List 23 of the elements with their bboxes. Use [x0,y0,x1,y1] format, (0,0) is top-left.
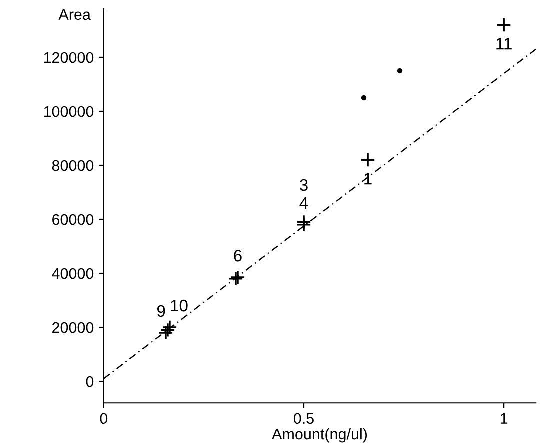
annotation: 4 [300,197,308,209]
y-tick-label: 120000 [44,52,94,64]
x-tick-label: 1 [500,413,508,424]
point [397,68,403,74]
point [361,95,367,101]
annotation: 3 [300,179,308,192]
x-tick-label: 0 [100,413,108,424]
x-axis-title: Amount(ng/ul) [272,428,368,443]
y-tick-label: 80000 [52,160,94,172]
point [360,152,376,168]
y-tick-label: 0 [86,376,94,388]
annotation: 6 [234,250,242,262]
y-tick-label: 100000 [44,106,94,118]
point [496,18,512,33]
y-tick-label: 20000 [52,322,94,334]
x-tick-label: 0.5 [294,413,314,424]
annotation: 11 [496,38,512,50]
y-tick-label: 40000 [52,268,94,280]
annotation: 1 [364,173,372,185]
y-tick-label: 60000 [52,214,94,226]
annotation: 10 [171,300,188,312]
y-axis-title: Area [58,9,91,20]
annotation: 9 [157,305,166,318]
